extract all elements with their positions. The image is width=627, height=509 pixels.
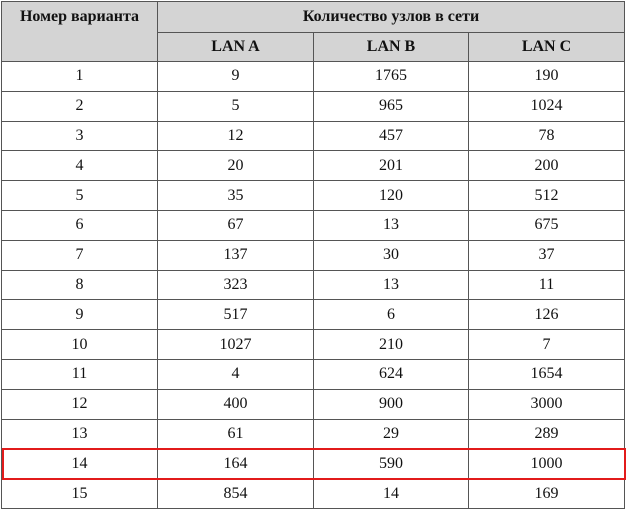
lan-b-cell: 14 [313,478,469,509]
table-row: 8 323 13 11 [1,269,625,301]
lan-c-cell: 675 [468,209,625,241]
lan-a-cell: 517 [157,299,314,331]
table-row-highlighted: 14 164 590 1000 [1,448,625,480]
variant-cell: 9 [1,299,158,331]
variant-cell: 5 [1,180,158,211]
lan-b-cell: 900 [313,388,469,420]
table-row: 4 20 201 200 [1,150,625,182]
lan-a-cell: 4 [157,358,314,390]
lan-a-cell: 400 [157,388,314,420]
table-row: 9 517 6 126 [1,299,625,331]
lan-c-header: LAN C [468,32,625,62]
lan-a-cell: 164 [157,448,314,480]
lan-c-cell: 1024 [468,90,625,122]
variant-cell: 12 [1,388,158,420]
lan-c-cell: 11 [468,269,625,301]
lan-b-cell: 1765 [313,61,469,92]
lan-b-cell: 30 [313,239,469,271]
lan-a-cell: 9 [157,61,314,92]
variant-cell: 13 [1,418,158,450]
lan-c-cell: 200 [468,150,625,182]
lan-b-cell: 201 [313,150,469,182]
lan-b-cell: 590 [313,448,469,480]
table-row: 5 35 120 512 [1,180,625,211]
variant-cell: 11 [1,358,158,390]
table-row: 6 67 13 675 [1,209,625,241]
lan-b-cell: 457 [313,120,469,152]
table-row: 7 137 30 37 [1,239,625,271]
lan-a-cell: 20 [157,150,314,182]
variant-cell: 6 [1,209,158,241]
table-header: Номер варианта Количество узлов в сети L… [1,1,625,62]
lan-a-cell: 137 [157,239,314,271]
lan-b-cell: 120 [313,180,469,211]
lan-c-cell: 78 [468,120,625,152]
lan-c-cell: 3000 [468,388,625,420]
lan-c-cell: 37 [468,239,625,271]
lan-a-cell: 1027 [157,329,314,360]
lan-c-cell: 169 [468,478,625,509]
lan-a-cell: 35 [157,180,314,211]
lan-c-cell: 1654 [468,358,625,390]
lan-a-cell: 323 [157,269,314,301]
variant-cell: 10 [1,329,158,360]
lan-a-cell: 67 [157,209,314,241]
lan-b-cell: 965 [313,90,469,122]
variant-cell: 15 [1,478,158,509]
table-row: 2 5 965 1024 [1,90,625,122]
table-row: 13 61 29 289 [1,418,625,450]
variant-cell: 8 [1,269,158,301]
variant-cell: 1 [1,61,158,92]
table-row: 1 9 1765 190 [1,61,625,92]
lan-b-cell: 6 [313,299,469,331]
lan-b-cell: 13 [313,209,469,241]
lan-c-cell: 7 [468,329,625,360]
table-row: 10 1027 210 7 [1,329,625,360]
table-body: 1 9 1765 190 2 5 965 1024 3 12 457 78 4 … [1,61,625,509]
lan-c-cell: 289 [468,418,625,450]
variant-cell: 2 [1,90,158,122]
variant-cell: 7 [1,239,158,271]
lan-b-cell: 13 [313,269,469,301]
table-row: 3 12 457 78 [1,120,625,152]
lan-b-cell: 624 [313,358,469,390]
lan-a-cell: 854 [157,478,314,509]
lan-b-cell: 29 [313,418,469,450]
variant-cell: 3 [1,120,158,152]
lan-c-cell: 512 [468,180,625,211]
lan-c-cell: 126 [468,299,625,331]
variant-cell: 14 [1,448,158,480]
table-row: 12 400 900 3000 [1,388,625,420]
lan-b-header: LAN B [313,32,469,62]
lan-a-cell: 61 [157,418,314,450]
lan-b-cell: 210 [313,329,469,360]
lan-c-cell: 1000 [468,448,625,480]
node-count-group-header: Количество узлов в сети [157,1,625,33]
lan-a-header: LAN A [157,32,314,62]
lan-a-cell: 12 [157,120,314,152]
lan-a-cell: 5 [157,90,314,122]
table-row: 15 854 14 169 [1,478,625,509]
table-row: 11 4 624 1654 [1,358,625,390]
variant-number-header: Номер варианта [1,1,158,62]
lan-c-cell: 190 [468,61,625,92]
variant-cell: 4 [1,150,158,182]
